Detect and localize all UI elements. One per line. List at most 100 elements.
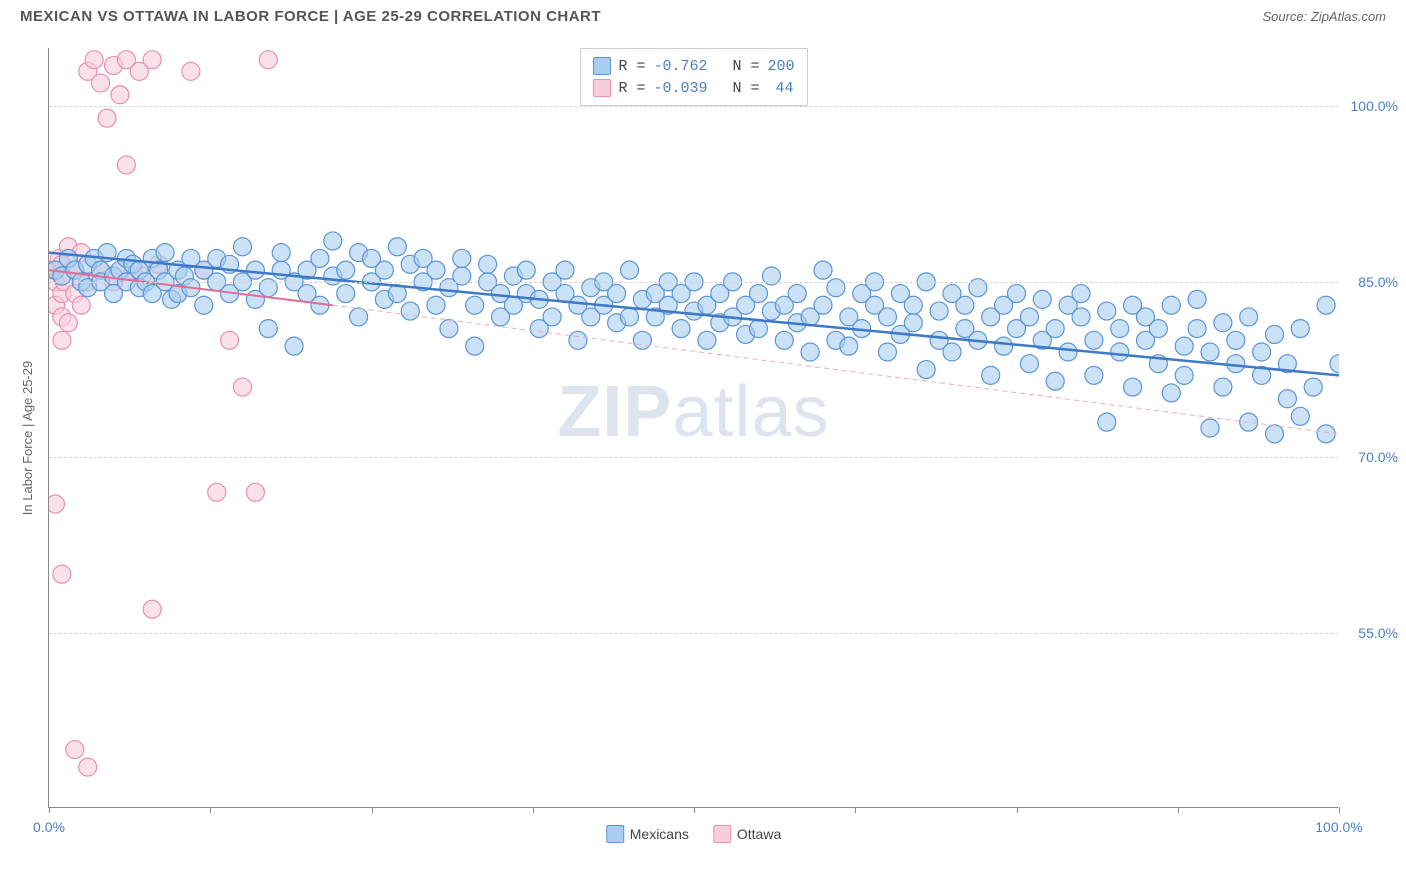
- data-point: [49, 495, 64, 513]
- data-point: [53, 331, 71, 349]
- legend-item-mexicans: Mexicans: [606, 825, 689, 843]
- data-point: [1266, 425, 1284, 443]
- plot-area: ZIPatlas R = -0.762 N = 200 R = -0.039 N…: [48, 48, 1338, 808]
- y-axis-label: In Labor Force | Age 25-29: [20, 361, 35, 515]
- data-point: [375, 261, 393, 279]
- data-point: [1072, 308, 1090, 326]
- gridline: [49, 106, 1338, 107]
- legend-item-ottawa: Ottawa: [713, 825, 781, 843]
- data-point: [1227, 355, 1245, 373]
- data-point: [195, 296, 213, 314]
- data-point: [608, 285, 626, 303]
- data-point: [1188, 320, 1206, 338]
- data-point: [453, 249, 471, 267]
- y-tick-label: 70.0%: [1358, 449, 1398, 465]
- data-point: [1046, 372, 1064, 390]
- data-point: [1111, 343, 1129, 361]
- data-point: [143, 600, 161, 618]
- x-tick: [694, 807, 695, 813]
- data-point: [982, 366, 1000, 384]
- data-point: [750, 320, 768, 338]
- data-point: [182, 62, 200, 80]
- data-point: [1266, 325, 1284, 343]
- data-point: [208, 483, 226, 501]
- gridline: [49, 282, 1338, 283]
- data-point: [246, 261, 264, 279]
- data-point: [775, 331, 793, 349]
- data-point: [956, 296, 974, 314]
- data-point: [995, 337, 1013, 355]
- data-point: [1227, 331, 1245, 349]
- data-point: [1085, 366, 1103, 384]
- data-point: [337, 261, 355, 279]
- data-point: [1317, 296, 1335, 314]
- data-point: [556, 261, 574, 279]
- data-point: [621, 261, 639, 279]
- data-point: [698, 331, 716, 349]
- data-point: [917, 361, 935, 379]
- x-tick: [855, 807, 856, 813]
- data-point: [1098, 302, 1116, 320]
- data-point: [427, 296, 445, 314]
- data-point: [814, 296, 832, 314]
- gridline: [49, 633, 1338, 634]
- legend-bottom: Mexicans Ottawa: [606, 825, 782, 843]
- data-point: [98, 109, 116, 127]
- data-point: [1240, 308, 1258, 326]
- data-point: [117, 156, 135, 174]
- data-point: [1059, 343, 1077, 361]
- data-point: [92, 74, 110, 92]
- data-point: [930, 302, 948, 320]
- gridline: [49, 457, 1338, 458]
- data-point: [801, 343, 819, 361]
- data-point: [1304, 378, 1322, 396]
- data-point: [879, 308, 897, 326]
- data-point: [633, 331, 651, 349]
- x-tick: [533, 807, 534, 813]
- data-point: [401, 302, 419, 320]
- data-point: [1111, 320, 1129, 338]
- data-point: [1085, 331, 1103, 349]
- data-point: [59, 314, 77, 332]
- data-point: [259, 320, 277, 338]
- data-point: [1008, 285, 1026, 303]
- data-point: [156, 244, 174, 262]
- data-point: [1201, 343, 1219, 361]
- chart-title: MEXICAN VS OTTAWA IN LABOR FORCE | AGE 2…: [20, 8, 601, 25]
- data-point: [111, 86, 129, 104]
- data-point: [1162, 296, 1180, 314]
- data-point: [388, 238, 406, 256]
- data-point: [1201, 419, 1219, 437]
- data-point: [1214, 378, 1232, 396]
- y-tick-label: 85.0%: [1358, 274, 1398, 290]
- data-point: [324, 232, 342, 250]
- data-point: [85, 51, 103, 69]
- data-point: [350, 308, 368, 326]
- data-point: [337, 285, 355, 303]
- data-point: [1317, 425, 1335, 443]
- data-point: [1162, 384, 1180, 402]
- swatch-mexicans: [592, 57, 610, 75]
- data-point: [904, 296, 922, 314]
- data-point: [672, 320, 690, 338]
- x-tick: [1017, 807, 1018, 813]
- data-point: [221, 331, 239, 349]
- data-point: [1149, 320, 1167, 338]
- swatch-ottawa: [592, 79, 610, 97]
- x-tick: [1178, 807, 1179, 813]
- data-point: [440, 320, 458, 338]
- data-point: [466, 296, 484, 314]
- data-point: [1124, 378, 1142, 396]
- y-tick-label: 55.0%: [1358, 625, 1398, 641]
- data-point: [72, 296, 90, 314]
- y-tick-label: 100.0%: [1351, 98, 1398, 114]
- x-tick-label: 0.0%: [33, 819, 65, 835]
- swatch-mexicans-icon: [606, 825, 624, 843]
- legend-label: Ottawa: [737, 826, 781, 842]
- data-point: [840, 337, 858, 355]
- data-point: [1175, 366, 1193, 384]
- data-point: [466, 337, 484, 355]
- data-point: [1214, 314, 1232, 332]
- x-tick-label: 100.0%: [1315, 819, 1362, 835]
- data-point: [814, 261, 832, 279]
